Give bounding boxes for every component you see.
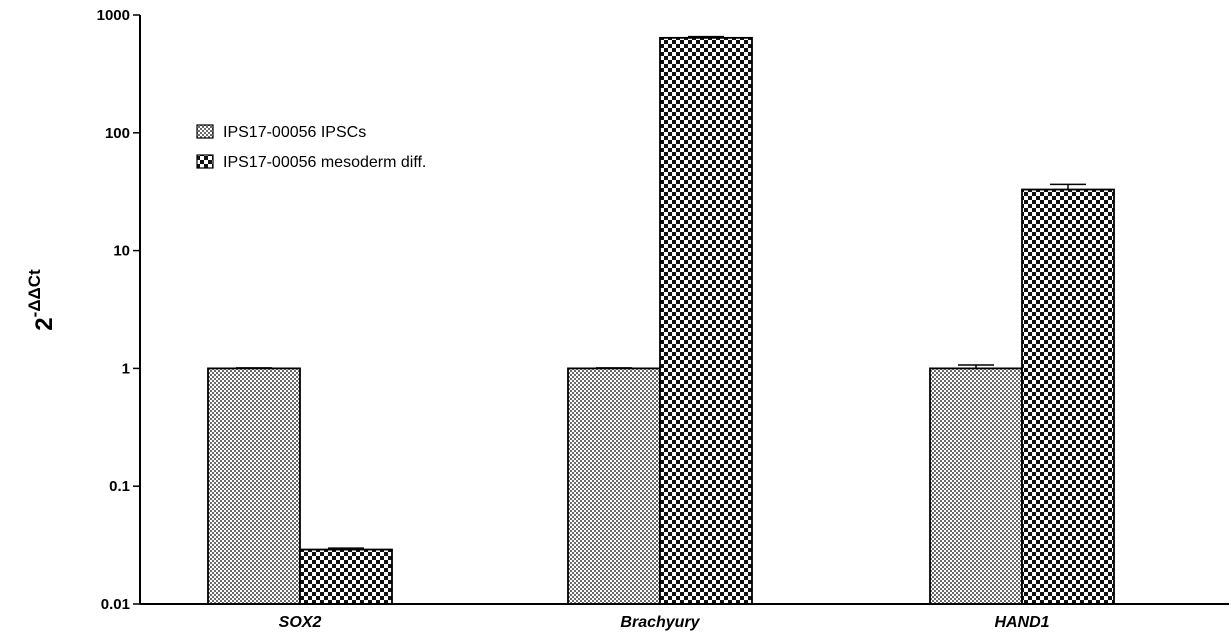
bars (207, 36, 1115, 605)
legend-item-mesoderm: IPS17-00056 mesoderm diff. (196, 154, 426, 171)
bar-sox2-series-1 (207, 367, 301, 605)
legend-swatch-mesoderm (196, 154, 214, 169)
error-bars (236, 35, 1086, 550)
legend-item-ipscs: IPS17-00056 IPSCs (196, 124, 366, 141)
y-axis-label-exponent: -ΔΔCt (25, 269, 44, 317)
svg-text:2-ΔΔCt: 2-ΔΔCt (25, 269, 58, 331)
y-tick-label-0: 0.01 (101, 596, 130, 613)
bar-brachyury-series-1 (567, 367, 661, 605)
bar-sox2-series-2 (299, 548, 393, 605)
y-axis-ticks: 0.01 0.1 1 10 100 1000 (97, 7, 140, 613)
y-tick-label-5: 1000 (97, 7, 130, 24)
legend-swatch-ipscs (196, 124, 214, 139)
legend-label-mesoderm: IPS17-00056 mesoderm diff. (223, 154, 426, 171)
x-category-label-hand1: HAND1 (994, 614, 1049, 631)
x-category-label-sox2: SOX2 (279, 614, 322, 631)
y-axis-label-base: 2 (31, 317, 58, 330)
bar-hand1-series-2 (1021, 188, 1115, 605)
x-axis-categories: SOX2 Brachyury HAND1 (279, 614, 1050, 631)
y-tick-label-4: 100 (105, 125, 130, 142)
y-tick-label-3: 10 (113, 243, 130, 260)
x-category-label-brachyury: Brachyury (620, 614, 700, 631)
y-tick-label-1: 0.1 (109, 478, 130, 495)
bar-brachyury-series-2 (659, 36, 753, 605)
bar-hand1-series-1 (929, 367, 1023, 605)
legend-label-ipscs: IPS17-00056 IPSCs (223, 124, 366, 141)
axes (139, 15, 1229, 605)
y-axis-label: 2-ΔΔCt (25, 269, 58, 331)
legend: IPS17-00056 IPSCs IPS17-00056 mesoderm d… (196, 124, 426, 171)
y-tick-label-2: 1 (122, 360, 130, 377)
